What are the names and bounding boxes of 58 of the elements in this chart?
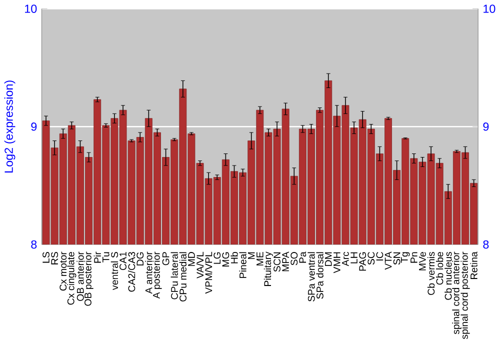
x-tick-label: DG [136, 252, 144, 266]
x-tick-label: VTA [384, 252, 392, 270]
y-tick-label: 9 [31, 122, 37, 131]
x-tick-label: SPa ventral [308, 252, 315, 302]
x-tick-label: LG [214, 252, 221, 264]
x-tick-label: GP [162, 252, 170, 266]
x-tick-label: Cx motor [60, 252, 67, 291]
x-tick-label: CA1 [120, 252, 126, 270]
y-tick-label: 10 [25, 4, 37, 13]
x-tick-label: Arc [342, 252, 349, 266]
x-tick-label: Hb [230, 252, 238, 264]
x-tick-label: MD [188, 252, 195, 266]
x-tick-label: RS [51, 252, 58, 264]
y-axis-title: Log2 (expression) [4, 80, 16, 172]
x-tick-label: Tu [102, 252, 110, 262]
x-tick-label: CA2/CA3 [128, 252, 136, 292]
x-tick-label: SC [368, 252, 375, 265]
x-tick-label: Tg [401, 252, 410, 263]
x-tick-label: Pn [410, 252, 418, 263]
x-tick-label: Pituitary [264, 252, 273, 286]
x-tick-label: Cb lobe [436, 252, 444, 285]
x-tick-label: LH [350, 252, 358, 264]
x-tick-label: MG [222, 252, 230, 267]
x-tick-label: Pir [94, 252, 101, 263]
x-tick-label: OB anterior [76, 252, 84, 301]
x-tick-label: LS [42, 252, 50, 263]
x-tick-label: A posterior [152, 252, 162, 299]
x-tick-label: VMH [334, 252, 340, 274]
x-tick-label: IC [376, 252, 384, 260]
x-tick-label: SO [290, 252, 298, 266]
x-tick-label: VPM/VPL [205, 252, 212, 294]
x-tick-label: SN [393, 252, 400, 265]
x-tick-label: Pineal [239, 252, 246, 278]
x-tick-label: PAG [359, 252, 366, 271]
x-tick-label: spinal cord anterior [452, 252, 462, 334]
y-tick-label: 8 [31, 240, 37, 249]
x-tick-label: A anterior [145, 252, 152, 294]
x-tick-label: CPu medial [179, 252, 186, 302]
x-tick-label: ventral S [110, 252, 118, 290]
x-tick-label: OB posterior [84, 252, 94, 306]
x-tick-label: CPu lateral [170, 252, 178, 300]
x-tick-label: Pa [299, 252, 306, 263]
x-tick-label: Cb nucleus [444, 252, 452, 300]
x-tick-label: spinal cord posterior [460, 252, 470, 340]
x-tick-label: SPa dorsal [316, 252, 324, 299]
y2-tick-label: 10 [484, 4, 496, 13]
x-tick-label: MPA [282, 252, 289, 272]
x-tick-label: Cb vermis [427, 252, 435, 295]
x-tick-label: SCN [274, 252, 280, 272]
x-tick-label: Cx cingulate [67, 252, 76, 305]
x-tick-label: Retina [470, 252, 478, 279]
y2-tick-label: 9 [483, 122, 489, 131]
x-tick-label: DM [325, 252, 332, 266]
x-tick-label: ME [256, 252, 264, 266]
y2-tick-label: 8 [483, 240, 489, 249]
x-tick-label: VA/VL [196, 252, 204, 278]
x-tick-label: M [248, 252, 255, 259]
x-tick-label: MVe [419, 252, 426, 270]
